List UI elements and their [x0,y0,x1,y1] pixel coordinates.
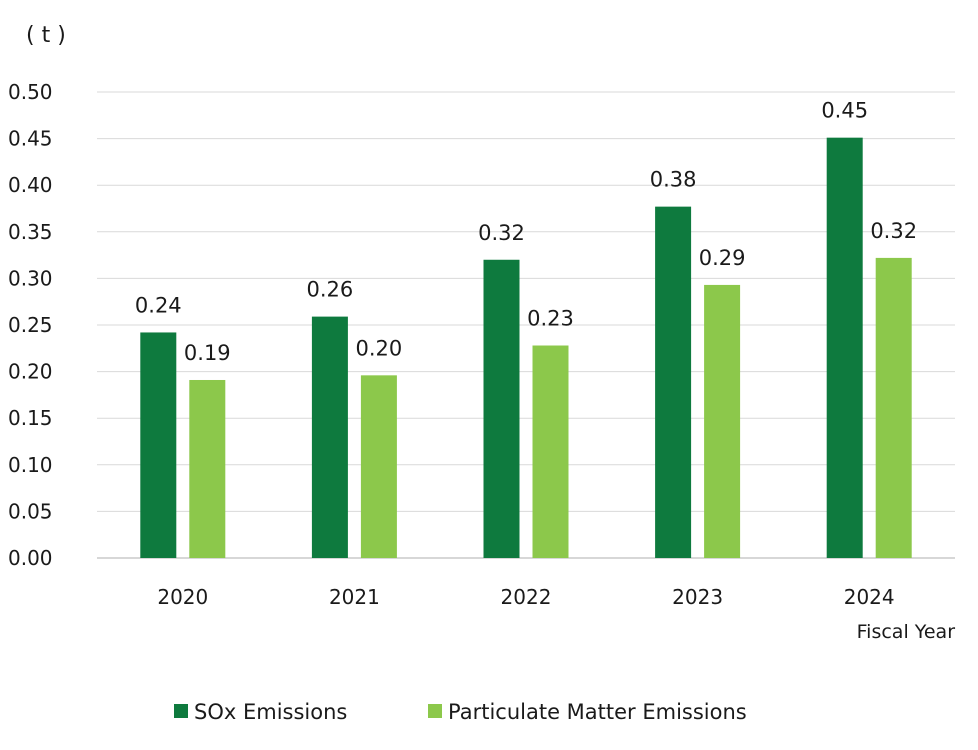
x-tick-label: 2021 [329,585,380,609]
data-label: 0.23 [527,307,574,331]
data-label: 0.38 [650,168,697,192]
y-tick-label: 0.00 [8,546,53,570]
y-tick-label: 0.50 [8,80,53,104]
bar-pm-2022 [532,345,569,558]
bar-sox-2024 [826,137,863,558]
y-tick-label: 0.35 [8,220,53,244]
bar-pm-2021 [360,375,397,558]
y-tick-label: 0.10 [8,453,53,477]
legend: SOx Emissions Particulate Matter Emission… [174,700,747,724]
data-label: 0.20 [356,336,403,360]
data-label: 0.24 [135,293,182,317]
y-tick-label: 0.40 [8,173,53,197]
x-tick-label: 2024 [844,585,895,609]
labels-layer: 0.00 0.05 0.10 0.15 0.20 0.25 0.30 0.35 0.40 0.45… [8,80,917,609]
y-tick-label: 0.05 [8,499,53,523]
bar-sox-2021 [311,316,348,558]
bar-pm-2020 [189,379,226,558]
x-axis-title: Fiscal Year [857,621,956,643]
data-label: 0.32 [870,219,917,243]
y-tick-label: 0.20 [8,360,53,384]
bar-pm-2023 [704,284,741,558]
legend-label-sox: SOx Emissions [194,700,347,724]
y-tick-label: 0.25 [8,313,53,337]
data-label: 0.29 [699,246,746,270]
unit-label: ( t ) [26,23,66,48]
y-tick-label: 0.30 [8,266,53,290]
bars-layer [140,137,912,559]
y-tick-label: 0.45 [8,127,53,151]
bar-pm-2024 [875,257,912,558]
bar-sox-2023 [655,206,692,559]
bar-sox-2022 [483,259,520,558]
bar-sox-2020 [140,332,177,558]
x-tick-label: 2020 [157,585,208,609]
data-label: 0.45 [821,99,868,123]
legend-swatch-pm [428,704,442,718]
legend-swatch-sox [174,704,188,718]
data-label: 0.32 [478,221,525,245]
x-tick-label: 2023 [672,585,723,609]
data-label: 0.19 [184,341,231,365]
legend-label-pm: Particulate Matter Emissions [448,700,747,724]
data-label: 0.26 [307,278,354,302]
y-tick-label: 0.15 [8,406,53,430]
grid-layer [97,91,955,559]
x-tick-label: 2022 [501,585,552,609]
